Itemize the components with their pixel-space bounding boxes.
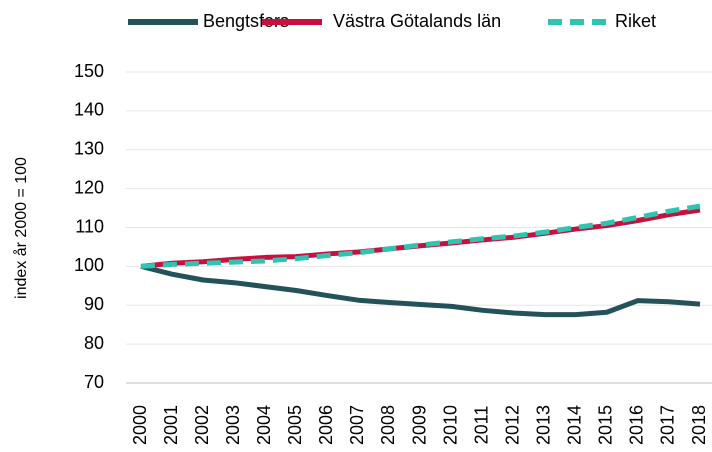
x-tick-label: 2017 [658,405,678,445]
x-tick-label: 2010 [440,405,460,445]
x-tick-label: 2000 [130,405,150,445]
x-tick-label: 2008 [378,405,398,445]
x-tick-label: 2012 [502,405,522,445]
x-tick-label: 2015 [596,405,616,445]
series-line [140,207,701,269]
x-tick-label: 2018 [689,405,709,445]
series-line [140,263,701,318]
legend-label: Bengtsfors [203,11,289,31]
y-tick-label: 90 [84,294,104,314]
y-tick-label: 110 [75,216,104,236]
x-tick-label: 2009 [409,405,429,445]
x-tick-label: 2006 [316,405,336,445]
x-tick-label: 2011 [471,406,491,445]
x-tick-label: 2003 [223,405,243,445]
x-tick-label: 2005 [285,405,305,445]
y-tick-label: 150 [74,61,104,81]
x-tick-label: 2002 [192,405,212,445]
x-tick-label: 2004 [254,405,274,445]
y-tick-label: 120 [74,177,104,197]
x-tick-label: 2013 [533,405,553,445]
x-tick-label: 2016 [627,405,647,445]
legend-label: Riket [615,11,656,31]
y-axis-label: index år 2000 = 100 [12,157,30,299]
x-tick-label: 2007 [347,405,367,445]
x-tick-label: 2014 [565,405,585,445]
series-line [140,203,701,269]
y-tick-label: 70 [84,372,104,392]
y-tick-label: 100 [74,255,104,275]
x-tick-label: 2001 [161,405,181,445]
y-tick-label: 140 [74,100,104,120]
y-tick-label: 80 [84,333,104,353]
y-tick-label: 130 [74,139,104,159]
legend-label: Västra Götalands län [333,11,501,31]
